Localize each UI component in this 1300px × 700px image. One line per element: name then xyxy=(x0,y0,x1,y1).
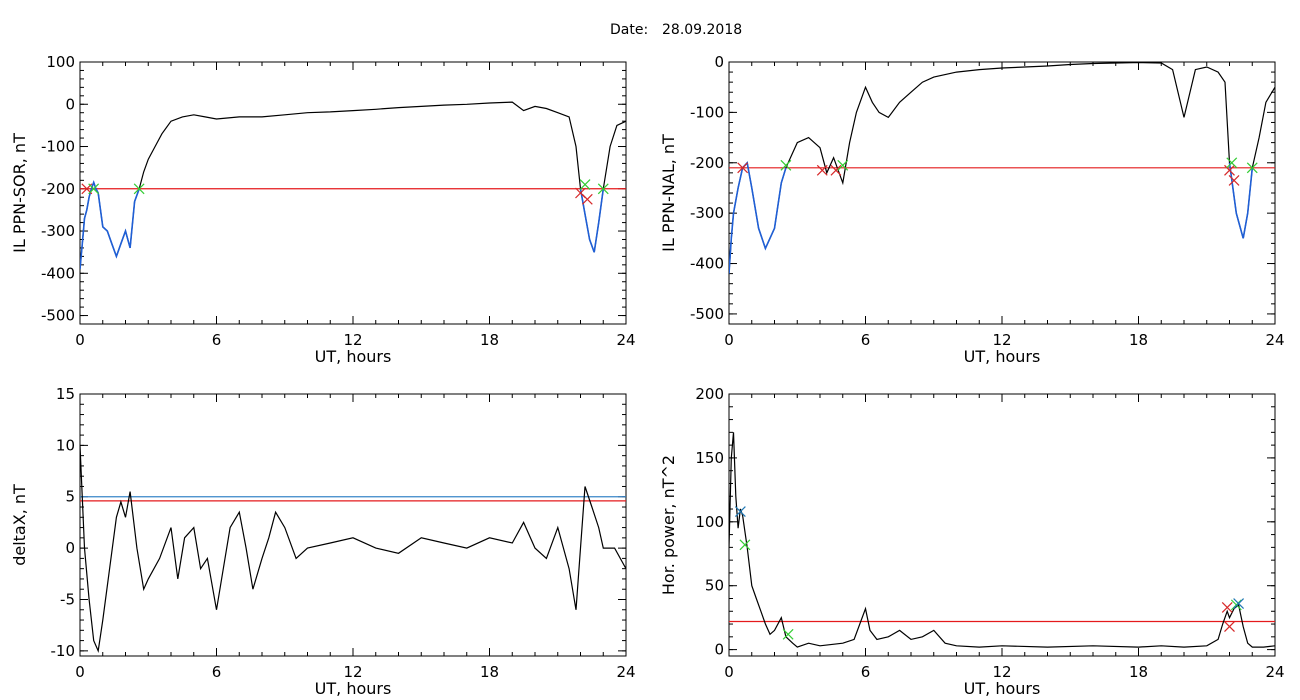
y-axis-label: deltaX, nT xyxy=(10,484,29,566)
x-tick-label: 6 xyxy=(212,331,222,349)
plot-frame xyxy=(79,61,627,325)
x-tick-label: 24 xyxy=(1265,663,1284,681)
x-tick-label: 0 xyxy=(75,663,85,681)
x-tick-label: 0 xyxy=(724,331,734,349)
date-label: Date: xyxy=(610,22,648,38)
data-series-line xyxy=(80,101,626,270)
plot-frame xyxy=(79,393,627,657)
chart-panel-1: 0 6 12 18 24 100 0 -100 -200 -300 -400 -500 UT, hour… xyxy=(10,53,636,366)
highlight-segment xyxy=(579,188,605,253)
y-tick-label: 5 xyxy=(65,488,75,506)
y-axis-label: Hor. power, nT^2 xyxy=(659,455,678,595)
x-tick-label: 0 xyxy=(75,331,85,349)
y-tick-label: -100 xyxy=(41,138,75,156)
cross-marker xyxy=(782,628,794,640)
y-axis-label: IL PPN-SOR, nT xyxy=(10,133,29,253)
data-series-line xyxy=(80,445,626,654)
x-tick-label: 12 xyxy=(343,663,362,681)
cross-marker xyxy=(837,159,849,171)
cross-marker xyxy=(737,162,749,174)
x-tick-label: 12 xyxy=(992,331,1011,349)
cross-marker xyxy=(133,183,145,195)
y-tick-label: 0 xyxy=(65,95,75,113)
y-tick-label: 15 xyxy=(56,385,75,403)
y-axis-label: IL PPN-NAL, nT xyxy=(659,134,678,252)
x-tick-label: 6 xyxy=(212,663,222,681)
highlight-segment xyxy=(1228,162,1254,239)
cross-marker xyxy=(1230,599,1242,611)
cross-marker xyxy=(581,193,593,205)
cross-marker xyxy=(1224,164,1235,176)
y-tick-label: -200 xyxy=(41,180,75,198)
x-axis-label: UT, hours xyxy=(315,347,392,366)
x-tick-label: 6 xyxy=(861,663,871,681)
cross-marker xyxy=(1224,621,1235,633)
x-axis-label: UT, hours xyxy=(315,679,392,698)
cross-marker xyxy=(579,179,591,190)
x-tick-label: 24 xyxy=(1265,331,1284,349)
x-tick-label: 12 xyxy=(992,663,1011,681)
y-tick-label: 150 xyxy=(695,449,724,467)
y-tick-label: 100 xyxy=(46,53,75,71)
cross-marker xyxy=(780,159,792,171)
cross-marker xyxy=(1246,162,1258,174)
cross-marker xyxy=(830,164,842,176)
plot-frame xyxy=(728,393,1276,657)
x-tick-label: 18 xyxy=(480,331,499,349)
x-tick-label: 6 xyxy=(861,331,871,349)
cross-marker xyxy=(1233,598,1245,610)
y-tick-label: 50 xyxy=(705,577,724,595)
cross-marker xyxy=(1221,602,1233,613)
y-tick-label: 10 xyxy=(56,436,75,454)
y-tick-label: -300 xyxy=(41,222,75,240)
y-tick-label: 0 xyxy=(65,539,75,557)
y-tick-label: 200 xyxy=(695,385,724,403)
cross-marker xyxy=(739,539,751,551)
cross-marker xyxy=(816,164,828,176)
y-tick-label: 100 xyxy=(695,513,724,531)
y-tick-label: -5 xyxy=(60,590,75,608)
highlight-segment xyxy=(729,161,787,274)
chart-panel-2: 0 6 12 18 24 0 -100 -200 -300 -400 -500 UT, hours IL… xyxy=(659,53,1285,366)
data-series-line xyxy=(729,432,1275,648)
plot-frame xyxy=(728,61,1276,325)
x-tick-label: 0 xyxy=(724,663,734,681)
y-tick-label: -300 xyxy=(690,204,724,222)
date-value: 28.09.2018 xyxy=(662,22,742,38)
y-tick-label: -400 xyxy=(41,264,75,282)
chart-panel-4: 0 6 12 18 24 200 150 100 50 0 UT, hours Hor. power,… xyxy=(659,385,1285,698)
y-tick-label: -100 xyxy=(690,103,724,121)
y-tick-label: -200 xyxy=(690,154,724,172)
cross-marker xyxy=(734,506,746,518)
cross-marker xyxy=(597,183,609,195)
y-tick-label: 0 xyxy=(714,641,724,659)
x-tick-label: 18 xyxy=(1129,663,1148,681)
x-axis-label: UT, hours xyxy=(964,679,1041,698)
cross-marker xyxy=(1228,174,1240,186)
x-tick-label: 18 xyxy=(1129,331,1148,349)
y-tick-label: -500 xyxy=(690,305,724,323)
y-tick-label: -10 xyxy=(51,642,76,660)
y-tick-label: -400 xyxy=(690,255,724,273)
x-tick-label: 24 xyxy=(616,331,635,349)
y-tick-label: 0 xyxy=(714,53,724,71)
x-axis-label: UT, hours xyxy=(964,347,1041,366)
cross-marker xyxy=(88,183,100,195)
chart-panel-3: 0 6 12 18 24 15 10 5 0 -5 -10 UT, hours deltaX, nT xyxy=(10,385,636,698)
cross-marker xyxy=(1226,157,1238,169)
highlight-segment xyxy=(80,179,140,270)
x-tick-label: 18 xyxy=(480,663,499,681)
x-tick-label: 24 xyxy=(616,663,635,681)
x-tick-label: 12 xyxy=(343,331,362,349)
y-tick-label: -500 xyxy=(41,307,75,325)
